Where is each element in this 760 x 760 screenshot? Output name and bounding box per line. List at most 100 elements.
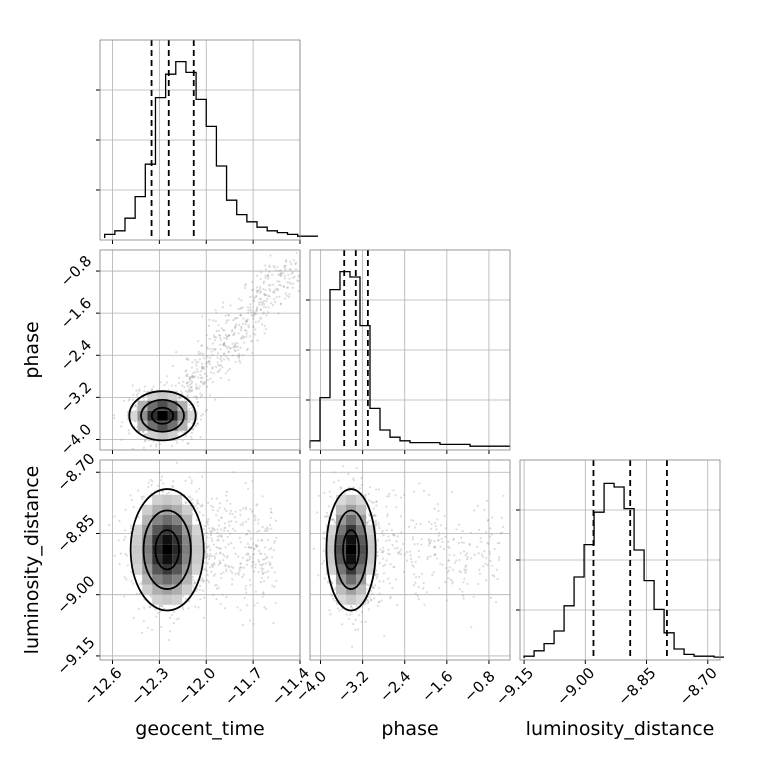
- scatter-point: [259, 291, 262, 294]
- scatter-point: [206, 385, 209, 388]
- scatter-point: [437, 534, 440, 537]
- scatter-point: [252, 332, 255, 335]
- scatter-point: [188, 390, 191, 393]
- scatter-point: [248, 558, 251, 561]
- scatter-point: [175, 351, 178, 354]
- scatter-point: [258, 297, 261, 301]
- scatter-point: [378, 592, 381, 595]
- scatter-point: [167, 491, 170, 494]
- scatter-point: [477, 552, 480, 555]
- scatter-point: [151, 480, 154, 483]
- scatter-point: [216, 546, 219, 549]
- scatter-point: [397, 552, 401, 555]
- scatter-point: [279, 275, 282, 278]
- scatter-point: [219, 572, 223, 575]
- scatter-point: [217, 538, 220, 542]
- scatter-point: [190, 386, 193, 389]
- scatter-point: [257, 320, 260, 323]
- scatter-point: [462, 597, 465, 600]
- density-cell: [152, 494, 163, 505]
- density-cell: [172, 524, 183, 535]
- scatter-point: [252, 314, 255, 317]
- scatter-point: [250, 340, 253, 343]
- density-cell: [366, 564, 377, 575]
- scatter-point: [131, 384, 134, 387]
- scatter-point: [180, 390, 183, 393]
- scatter-point: [272, 265, 275, 268]
- scatter-point: [351, 607, 354, 610]
- scatter-point: [208, 359, 211, 363]
- scatter-point: [134, 405, 137, 408]
- scatter-point: [225, 337, 228, 340]
- density-cell: [172, 544, 183, 555]
- scatter-point: [469, 531, 473, 535]
- scatter-point: [343, 492, 346, 496]
- scatter-point: [264, 328, 267, 331]
- scatter-point: [458, 523, 461, 526]
- scatter-point: [448, 566, 451, 569]
- scatter-point: [262, 563, 265, 566]
- scatter-point: [230, 583, 234, 586]
- scatter-point: [200, 414, 203, 417]
- scatter-point: [247, 553, 250, 556]
- scatter-point: [118, 519, 121, 523]
- scatter-point: [464, 570, 467, 573]
- scatter-point: [360, 483, 363, 487]
- scatter-point: [270, 511, 273, 514]
- scatter-point: [267, 294, 270, 297]
- scatter-point: [218, 364, 221, 367]
- scatter-point: [223, 352, 226, 355]
- scatter-point: [225, 494, 228, 497]
- scatter-point: [194, 504, 197, 507]
- scatter-point: [225, 321, 228, 324]
- scatter-point: [373, 597, 376, 600]
- scatter-point: [151, 388, 154, 391]
- scatter-point: [288, 295, 291, 299]
- scatter-point: [159, 610, 163, 613]
- scatter-point: [211, 381, 214, 384]
- scatter-point: [191, 575, 194, 579]
- scatter-point: [220, 516, 223, 519]
- scatter-point: [225, 570, 228, 573]
- scatter-point: [269, 254, 272, 257]
- scatter-point: [491, 564, 494, 567]
- scatter-point: [214, 320, 217, 323]
- scatter-point: [415, 523, 418, 526]
- scatter-point: [380, 532, 384, 535]
- scatter-point: [250, 537, 253, 540]
- scatter-point: [447, 559, 450, 562]
- scatter-point: [271, 584, 274, 587]
- y-axis-label-luminosity_distance: luminosity_distance: [21, 466, 43, 655]
- scatter-point: [328, 609, 331, 612]
- scatter-point: [261, 495, 264, 498]
- density-cell: [167, 400, 178, 411]
- scatter-point: [191, 375, 194, 378]
- scatter-point: [201, 579, 204, 582]
- scatter-point: [264, 274, 267, 278]
- scatter-point: [434, 521, 437, 525]
- scatter-point: [254, 563, 257, 566]
- scatter-point: [213, 557, 217, 560]
- scatter-point: [354, 628, 357, 632]
- scatter-point: [244, 588, 247, 591]
- scatter-point: [245, 591, 248, 594]
- scatter-point: [489, 596, 493, 600]
- scatter-point: [127, 399, 130, 402]
- scatter-point: [195, 395, 198, 398]
- scatter-point: [473, 553, 476, 556]
- scatter-point: [497, 558, 501, 562]
- scatter-point: [355, 605, 358, 608]
- scatter-point: [243, 284, 247, 287]
- scatter-point: [220, 338, 223, 342]
- scatter-point: [395, 578, 398, 581]
- scatter-point: [501, 531, 504, 534]
- scatter-point: [418, 575, 421, 579]
- scatter-point: [399, 496, 403, 499]
- scatter-point: [272, 283, 275, 286]
- scatter-point: [207, 518, 210, 521]
- scatter-point: [478, 568, 481, 571]
- scatter-point: [256, 530, 259, 533]
- scatter-point: [219, 343, 222, 346]
- scatter-point: [124, 508, 127, 511]
- scatter-point: [428, 538, 431, 541]
